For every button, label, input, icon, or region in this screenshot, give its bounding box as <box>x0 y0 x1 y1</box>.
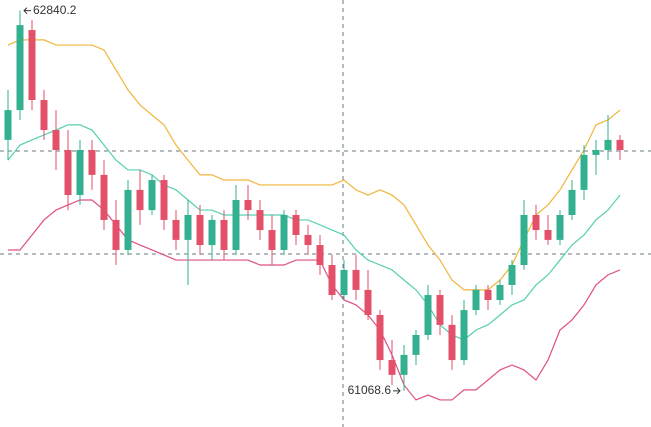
candle-body <box>376 314 384 361</box>
candle-body <box>340 269 348 296</box>
candle-body <box>580 154 588 190</box>
high-label: 62840.2 <box>33 3 77 17</box>
candle-body <box>4 110 12 140</box>
candle-body <box>148 180 156 211</box>
candle-body <box>52 130 60 150</box>
candle-body <box>424 295 432 335</box>
candle-body <box>532 215 540 231</box>
candle-body <box>400 354 408 375</box>
candle-body <box>112 219 120 250</box>
candle-body <box>184 215 192 240</box>
candle-body <box>160 180 168 220</box>
candle-body <box>520 215 528 265</box>
candle-body <box>40 99 48 131</box>
candle-body <box>496 284 504 300</box>
candle-body <box>460 310 468 361</box>
candle-body <box>508 264 516 285</box>
candle-body <box>136 189 144 211</box>
candle-body <box>292 215 300 235</box>
candle-body <box>364 289 372 315</box>
candle-body <box>100 174 108 220</box>
candle-body <box>16 25 24 111</box>
low-label: 61068.6 <box>348 383 392 397</box>
candle-body <box>28 30 36 100</box>
candle-body <box>448 324 456 361</box>
candle-body <box>388 360 396 375</box>
candle-body <box>304 234 312 246</box>
candle-body <box>436 295 444 325</box>
candle-body <box>124 189 132 250</box>
candle-body <box>76 149 84 196</box>
candle-body <box>556 215 564 240</box>
band-line <box>7 39 621 291</box>
band-line <box>8 199 621 401</box>
candle-body <box>616 139 624 150</box>
candle-body <box>64 149 72 196</box>
candle-body <box>544 230 552 240</box>
candle-body <box>316 245 324 265</box>
candle-body <box>412 334 420 355</box>
high-arrow <box>23 7 31 15</box>
band-line <box>7 124 621 341</box>
candle-body <box>208 219 216 246</box>
candle-body <box>256 210 264 231</box>
candle-body <box>220 219 228 250</box>
candle-body <box>328 264 336 296</box>
candle-body <box>592 149 600 155</box>
low-arrow <box>393 387 401 395</box>
candle-body <box>568 189 576 216</box>
candle-body <box>172 219 180 240</box>
candle-body <box>88 149 96 175</box>
candle-body <box>352 269 360 290</box>
candle-body <box>472 289 480 311</box>
candle-body <box>280 215 288 250</box>
candle-body <box>244 199 252 211</box>
candle-body <box>484 289 492 300</box>
candle-body <box>196 215 204 246</box>
candle-body <box>268 230 276 250</box>
candle-body <box>232 199 240 250</box>
candle-body <box>604 139 612 150</box>
